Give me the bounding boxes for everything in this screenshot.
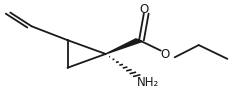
Text: O: O <box>139 3 149 16</box>
Polygon shape <box>106 39 142 54</box>
Text: O: O <box>161 48 170 61</box>
Text: NH₂: NH₂ <box>137 76 159 88</box>
